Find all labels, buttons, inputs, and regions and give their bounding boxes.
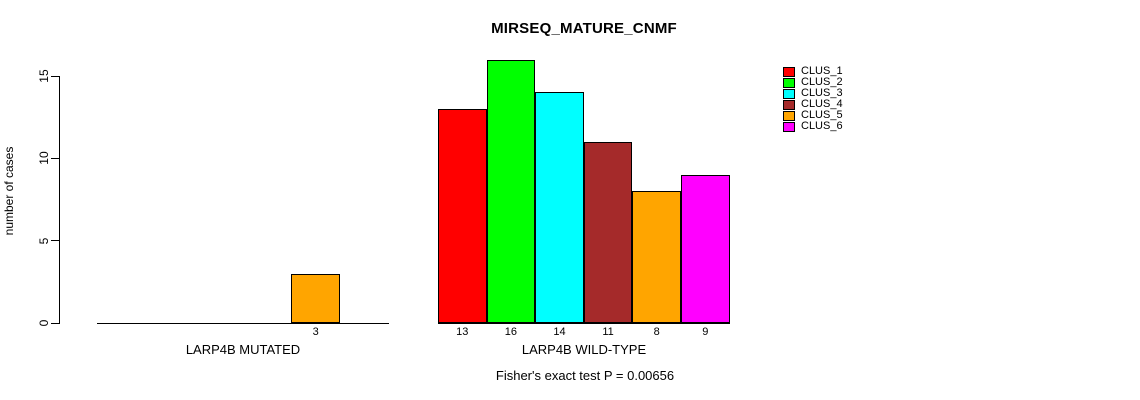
y-tick-mark	[51, 322, 59, 324]
legend-item: CLUS_1	[783, 66, 843, 77]
legend-item: CLUS_3	[783, 88, 843, 99]
group-label-mutated: LARP4B MUTATED	[185, 342, 301, 357]
legend-swatch-icon	[783, 88, 795, 99]
baseline	[438, 322, 730, 324]
legend-swatch-icon	[783, 121, 795, 132]
y-axis-line	[59, 76, 60, 324]
legend-item: CLUS_6	[783, 121, 843, 132]
legend-item: CLUS_2	[783, 77, 843, 88]
bar-value-label: 11	[602, 326, 614, 338]
bar-value-label: 16	[504, 326, 518, 338]
bar-clus_3	[535, 92, 584, 323]
legend-item-label: CLUS_3	[801, 87, 843, 99]
legend-swatch-icon	[783, 99, 795, 110]
bar-clus_5	[632, 191, 681, 323]
baseline	[97, 322, 389, 324]
legend-item-label: CLUS_1	[801, 65, 843, 77]
y-tick-label: 5	[37, 237, 51, 244]
legend-item-label: CLUS_2	[801, 76, 843, 88]
y-tick-mark	[51, 75, 59, 77]
bar-value-label: 3	[312, 326, 319, 338]
y-tick-label: 10	[37, 151, 51, 166]
chart-title: MIRSEQ_MATURE_CNMF	[491, 20, 677, 37]
bar-clus_4	[583, 141, 633, 323]
bar-clus_2	[486, 59, 536, 323]
bar-clus_5	[291, 273, 340, 323]
y-axis-label: number of cases	[2, 146, 16, 236]
y-tick-mark	[51, 240, 59, 242]
bar-value-label: 8	[653, 326, 660, 338]
bar-value-label: 14	[553, 326, 566, 338]
legend-item-label: CLUS_4	[801, 98, 843, 110]
legend-item: CLUS_5	[783, 110, 843, 121]
legend-item: CLUS_4	[783, 99, 843, 110]
y-tick-label: 15	[37, 69, 51, 83]
group-label-wild-type: LARP4B WILD-TYPE	[521, 342, 647, 357]
bar-clus_6	[681, 174, 730, 323]
fisher-test-note: Fisher's exact test P = 0.00656	[495, 368, 675, 383]
y-tick-label: 0	[37, 319, 51, 327]
legend-swatch-icon	[783, 77, 795, 88]
legend-item-label: CLUS_6	[801, 120, 843, 132]
legend-swatch-icon	[783, 110, 795, 121]
y-tick-mark	[51, 157, 59, 159]
bar-value-label: 13	[456, 326, 469, 338]
bar-clus_1	[438, 108, 487, 323]
bar-value-label: 9	[702, 326, 709, 338]
legend-item-label: CLUS_5	[801, 109, 843, 121]
legend-swatch-icon	[783, 66, 795, 77]
